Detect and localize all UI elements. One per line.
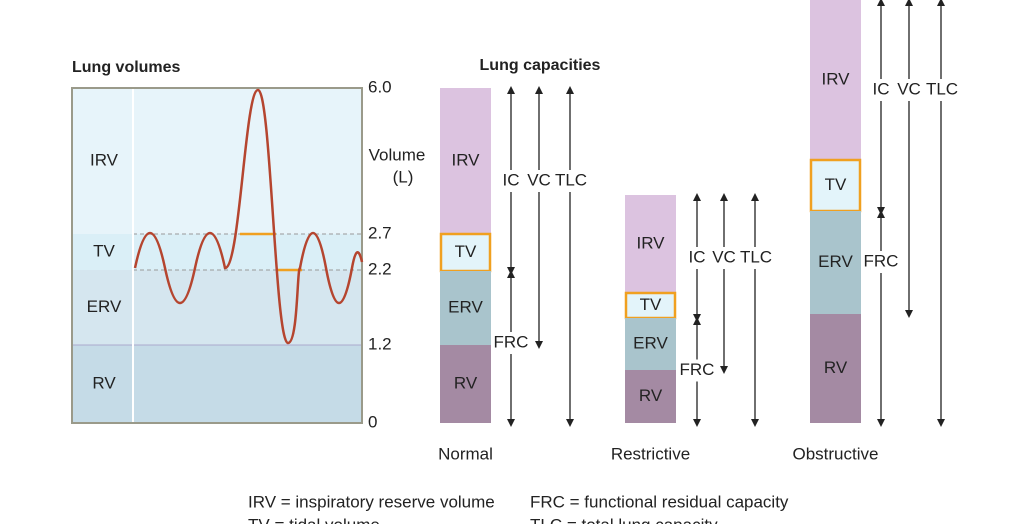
label-bg	[681, 247, 713, 269]
capacity-label: VC	[712, 247, 736, 266]
volume-segment	[440, 345, 491, 423]
label-bg	[523, 170, 555, 192]
segment-label: IRV	[636, 233, 665, 252]
volume-segment	[625, 195, 676, 293]
condition-label: Restrictive	[611, 444, 690, 463]
axis-label: Volume	[369, 145, 426, 164]
volume-segment	[625, 318, 676, 370]
volume-band	[72, 345, 362, 423]
volume-band	[72, 88, 362, 234]
segment-label: ERV	[818, 252, 853, 271]
capacity-label: FRC	[864, 251, 899, 270]
volume-segment	[810, 0, 861, 160]
label-bg	[555, 170, 587, 192]
capacity-label: VC	[897, 79, 921, 98]
axis-label: (L)	[393, 167, 414, 186]
breathing-curve	[133, 88, 364, 345]
capacity-label: VC	[527, 170, 551, 189]
label-bg	[865, 251, 897, 273]
condition-label: Normal	[438, 444, 493, 463]
axis-tick-label: 0	[368, 412, 377, 431]
capacity-label: TLC	[740, 247, 772, 266]
legend-entry: FRC = functional residual capacity	[530, 492, 789, 511]
legend-entry: TV = tidal volume	[248, 515, 380, 524]
legend: IRV = inspiratory reserve volume FRC = fu…	[248, 492, 789, 524]
capacity-label: FRC	[494, 332, 529, 351]
axis-tick-label: 2.2	[368, 259, 392, 278]
band-label: IRV	[90, 150, 119, 169]
capacity-label: TLC	[926, 79, 958, 98]
segment-label: RV	[454, 373, 478, 392]
segment-label: TV	[825, 175, 847, 194]
label-bg	[495, 332, 527, 354]
lung-volumes-panel: IRV TV ERV RV 6.0 2.7 2.2 1.2 0 Volume (L)	[71, 77, 426, 431]
segment-label: TV	[455, 242, 477, 261]
panel-title: Lung capacities	[480, 57, 601, 74]
capacity-label: TLC	[555, 170, 587, 189]
legend-entry: TLC = total lung capacity	[530, 515, 718, 524]
label-bg	[926, 79, 958, 101]
segment-label: IRV	[451, 150, 480, 169]
volume-band	[72, 270, 362, 345]
capacity-label: IC	[503, 170, 520, 189]
axis-tick-label: 1.2	[368, 334, 392, 353]
label-bg	[681, 359, 713, 382]
volume-segment	[625, 370, 676, 423]
segment-label: RV	[639, 386, 663, 405]
segment-label: ERV	[448, 297, 483, 316]
axis-tick-label: 6.0	[368, 77, 392, 96]
segment-label: TV	[640, 295, 662, 314]
volume-segment	[810, 211, 861, 314]
capacity-label: IC	[873, 79, 890, 98]
label-bg	[708, 247, 740, 269]
volume-segment	[810, 314, 861, 423]
panel-title: Lung volumes	[72, 59, 181, 76]
capacity-label: FRC	[680, 360, 715, 379]
band-label: ERV	[87, 297, 122, 316]
volume-segment	[440, 271, 491, 345]
segment-label: IRV	[821, 69, 850, 88]
segment-label: ERV	[633, 333, 668, 352]
frame	[71, 87, 363, 424]
label-bg	[740, 247, 772, 269]
volume-segment	[440, 88, 491, 234]
axis-tick-label: 2.7	[368, 223, 392, 242]
band-label: RV	[92, 373, 116, 392]
volume-segment	[439, 232, 492, 273]
label-bg	[893, 79, 925, 101]
condition-label: Obstructive	[793, 444, 879, 463]
volume-segment	[809, 158, 862, 213]
capacity-label: IC	[689, 247, 706, 266]
legend-entry: IRV = inspiratory reserve volume	[248, 492, 495, 511]
band-label: TV	[93, 241, 115, 260]
label-bg	[865, 79, 897, 101]
segment-label: RV	[824, 358, 848, 377]
label-bg	[495, 170, 527, 192]
